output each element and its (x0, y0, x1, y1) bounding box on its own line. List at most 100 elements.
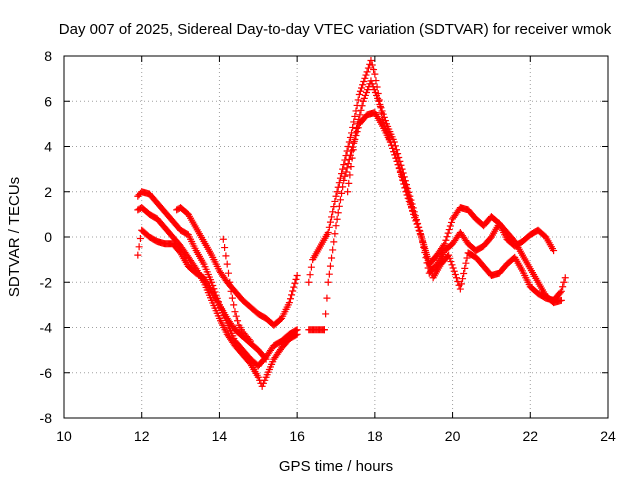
data-point (557, 287, 565, 295)
y-tick-label: 0 (44, 229, 52, 245)
data-point (330, 238, 338, 246)
data-point (307, 263, 315, 271)
data-point (320, 326, 328, 334)
x-tick-label: 14 (212, 428, 228, 444)
y-tick-label: 4 (44, 139, 52, 155)
x-tick-label: 22 (522, 428, 538, 444)
data-point (331, 230, 339, 238)
data-point (134, 251, 142, 259)
data-point (409, 204, 417, 212)
data-point (323, 294, 331, 302)
data-point (419, 239, 427, 247)
x-tick-label: 24 (600, 428, 616, 444)
data-point (226, 278, 234, 286)
data-point (245, 336, 253, 344)
data-point (378, 107, 386, 115)
data-point (324, 228, 332, 236)
data-point (325, 270, 333, 278)
data-point (347, 163, 355, 171)
data-point (349, 146, 357, 154)
data-point (286, 295, 294, 303)
data-point (379, 110, 387, 118)
data-point (344, 143, 352, 150)
data-point (424, 254, 432, 262)
data-point (221, 244, 229, 252)
data-point (351, 129, 359, 137)
data-point (381, 117, 389, 125)
data-point (358, 84, 366, 92)
data-point (377, 104, 385, 112)
data-point (262, 355, 270, 363)
data-point (329, 246, 337, 254)
data-point (395, 153, 403, 161)
series-group (305, 326, 328, 334)
data-point (405, 188, 413, 196)
y-tick-label: 8 (44, 48, 52, 64)
data-point (360, 78, 368, 86)
x-tick-label: 12 (134, 428, 150, 444)
data-point (425, 258, 433, 266)
data-point (292, 331, 300, 339)
data-point (135, 243, 143, 251)
data-point (344, 188, 352, 196)
data-point (356, 111, 364, 119)
data-point (290, 283, 298, 291)
data-point (364, 64, 372, 72)
data-point (335, 202, 343, 210)
data-point (228, 294, 236, 302)
data-point (447, 258, 455, 266)
data-point (449, 264, 457, 272)
data-point (289, 287, 297, 295)
data-point (417, 231, 425, 239)
data-point (322, 310, 330, 318)
data-point (400, 173, 408, 181)
data-point (356, 87, 364, 95)
data-point (454, 277, 462, 285)
data-point (219, 235, 227, 243)
x-tick-label: 10 (56, 428, 72, 444)
data-point (550, 247, 558, 255)
data-point (426, 262, 434, 270)
data-point (445, 251, 453, 259)
data-point (559, 283, 567, 291)
x-tick-label: 16 (289, 428, 305, 444)
data-point (412, 216, 420, 224)
data-point (407, 196, 415, 204)
x-axis-label: GPS time / hours (279, 458, 393, 475)
data-point (306, 271, 314, 279)
data-point (335, 179, 343, 187)
y-tick-label: -2 (40, 274, 53, 290)
data-point (556, 289, 564, 297)
y-tick-label: 2 (44, 184, 52, 200)
data-point (462, 259, 470, 267)
data-point (362, 71, 370, 79)
data-point (451, 270, 459, 278)
data-point (348, 147, 356, 155)
data-point (456, 285, 464, 293)
data-point (342, 168, 350, 176)
chart-title: Day 007 of 2025, Sidereal Day-to-day VTE… (59, 21, 612, 38)
data-point (353, 124, 361, 132)
data-point (459, 275, 467, 283)
data-point (440, 241, 448, 249)
data-point (326, 262, 334, 270)
data-point (336, 196, 344, 204)
data-point (261, 376, 269, 384)
data-point (442, 236, 450, 244)
data-point (227, 287, 235, 295)
data-point (355, 115, 363, 123)
data-point (450, 267, 458, 275)
data-point (234, 317, 242, 325)
data-point (461, 264, 469, 272)
data-point (393, 146, 401, 154)
data-point (371, 70, 379, 78)
data-point (354, 120, 362, 128)
data-point (305, 278, 313, 286)
data-point (447, 218, 455, 226)
data-point (247, 337, 255, 345)
plot-frame (63, 55, 609, 419)
data-point (230, 301, 238, 309)
data-point (259, 379, 267, 387)
data-point (343, 164, 351, 172)
